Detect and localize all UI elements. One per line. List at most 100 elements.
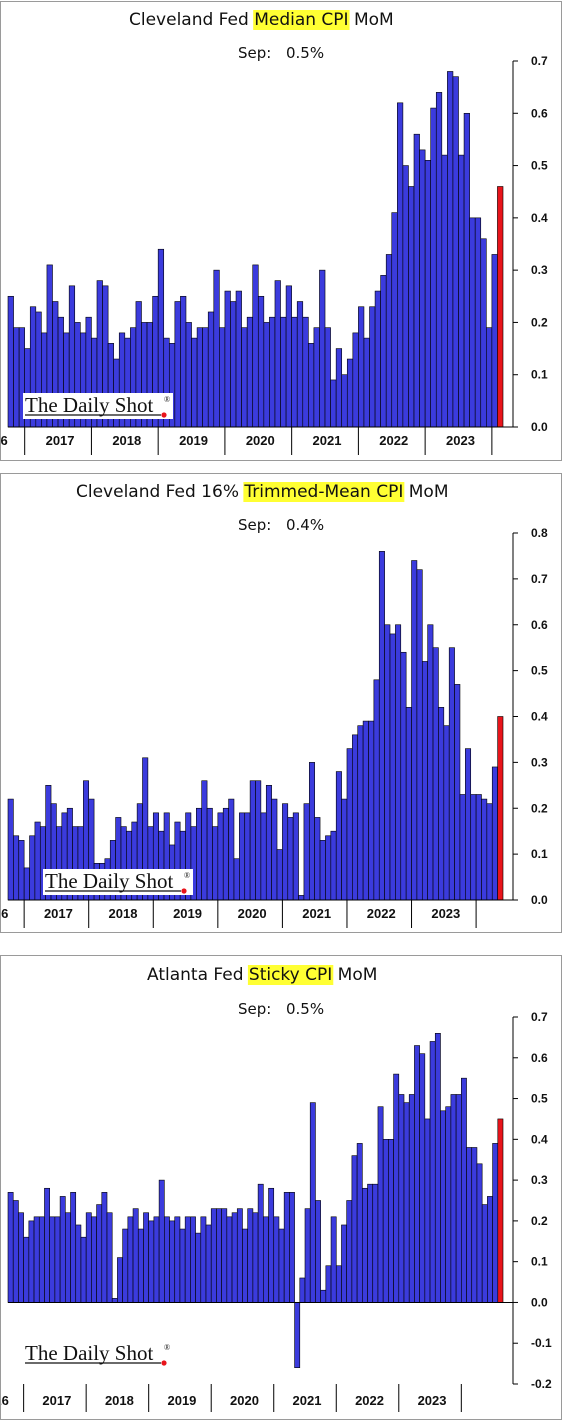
bar: [382, 1139, 389, 1303]
bar: [212, 826, 219, 901]
bar: [432, 647, 439, 901]
bar: [314, 817, 321, 901]
bar: [308, 762, 315, 901]
chart-title: Cleveland Fed Median CPI MoM: [129, 10, 394, 30]
bar: [475, 794, 482, 901]
x-tick-label: 2021: [302, 906, 331, 921]
logo-registered-mark: ®: [164, 1343, 170, 1352]
bar: [219, 327, 226, 428]
bar: [486, 803, 493, 901]
bar: [217, 812, 224, 901]
bar: [458, 154, 465, 428]
bar: [325, 1265, 332, 1303]
bar: [398, 1094, 405, 1303]
chart-panel-sticky-cpi: Atlanta Fed Sticky CPI MoM Sep: 0.5% -0.2 -0…: [0, 955, 562, 1420]
bar: [465, 748, 472, 901]
bar: [12, 1200, 19, 1303]
y-tick-label: 0.4: [531, 710, 548, 724]
bar: [298, 895, 305, 901]
bar: [427, 624, 434, 901]
bar: [424, 1118, 431, 1303]
bar: [269, 316, 276, 428]
y-tick-label: 0.6: [531, 106, 548, 120]
x-tick-label: 2017: [42, 1393, 71, 1408]
bar: [296, 301, 304, 428]
bar: [91, 1216, 97, 1303]
bar: [257, 1183, 264, 1303]
subtitle-value: 0.4%: [286, 516, 324, 534]
x-tick-label: 2017: [44, 906, 73, 921]
bar: [241, 327, 248, 428]
y-tick-label: 0.7: [531, 1010, 548, 1024]
bar: [330, 379, 337, 428]
bar: [400, 651, 407, 901]
bar: [23, 867, 30, 901]
bar: [143, 1212, 149, 1303]
bar: [466, 1147, 473, 1303]
bar: [470, 794, 477, 901]
logo-text: The Daily Shot: [45, 869, 173, 893]
logo-registered-mark: ®: [184, 871, 190, 880]
bar: [405, 707, 412, 901]
bar: [330, 830, 337, 901]
bar: [274, 280, 281, 428]
bar: [309, 1102, 316, 1303]
x-tick-label: 2022: [379, 433, 408, 448]
bar: [127, 1216, 134, 1303]
sticky-cpi-chart: Atlanta Fed Sticky CPI MoM Sep: 0.5% -0.2 -0…: [1, 965, 552, 1412]
chart-title-text: Atlanta Fed Sticky CPI MoM: [147, 965, 377, 985]
x-tick-label: 2018: [109, 906, 138, 921]
title-prefix: Atlanta Fed: [147, 965, 249, 985]
bar: [335, 348, 343, 428]
bar: [330, 1216, 337, 1303]
bar: [443, 725, 450, 901]
bar: [315, 1200, 321, 1303]
bar: [132, 1208, 139, 1303]
chart-panel-trimmed-mean-cpi: Cleveland Fed 16% Trimmed-Mean CPI MoM Se…: [0, 473, 562, 933]
bar: [313, 327, 320, 428]
bar: [59, 1196, 66, 1303]
bar: [397, 102, 404, 428]
subtitle-label: Sep:: [238, 44, 271, 62]
bar: [191, 337, 198, 428]
bar: [224, 290, 231, 428]
bar: [341, 1224, 347, 1303]
bar: [419, 149, 426, 428]
bar: [276, 849, 283, 901]
bar: [13, 835, 20, 901]
bar: [18, 840, 25, 901]
bar: [230, 301, 237, 428]
bar: [346, 748, 353, 901]
x-tick-label: 2023: [446, 433, 475, 448]
bar: [206, 807, 213, 901]
bar: [438, 707, 445, 901]
x-tick-label: 2021: [313, 433, 342, 448]
bar: [263, 322, 270, 428]
bar: [7, 1192, 14, 1303]
y-tick-label: 0.4: [531, 1132, 548, 1146]
chart-title: Cleveland Fed 16% Trimmed-Mean CPI MoM: [76, 482, 448, 502]
bar: [374, 290, 381, 428]
bar: [271, 798, 278, 901]
x-tick-label: 2019: [167, 1393, 196, 1408]
bar: [308, 343, 315, 428]
bar: [201, 780, 208, 901]
bar: [492, 1143, 499, 1303]
y-tick-label: 0.3: [531, 755, 548, 769]
bar: [385, 254, 393, 428]
logo-text: The Daily Shot: [25, 1341, 153, 1365]
bar: [454, 684, 461, 901]
daily-shot-logo: The Daily Shot ®: [23, 1341, 173, 1367]
y-tick-label: 0.6: [531, 1051, 548, 1065]
bar: [13, 327, 20, 428]
y-tick-label: -0.1: [531, 1336, 552, 1350]
bar: [282, 803, 289, 901]
bar: [54, 1216, 61, 1303]
bar: [210, 1208, 217, 1303]
bar: [351, 1155, 358, 1303]
x-tick-label: 2018: [112, 433, 141, 448]
bar: [341, 374, 348, 428]
bar: [207, 311, 215, 428]
bar: [391, 212, 398, 428]
subtitle-label: Sep:: [238, 516, 271, 534]
